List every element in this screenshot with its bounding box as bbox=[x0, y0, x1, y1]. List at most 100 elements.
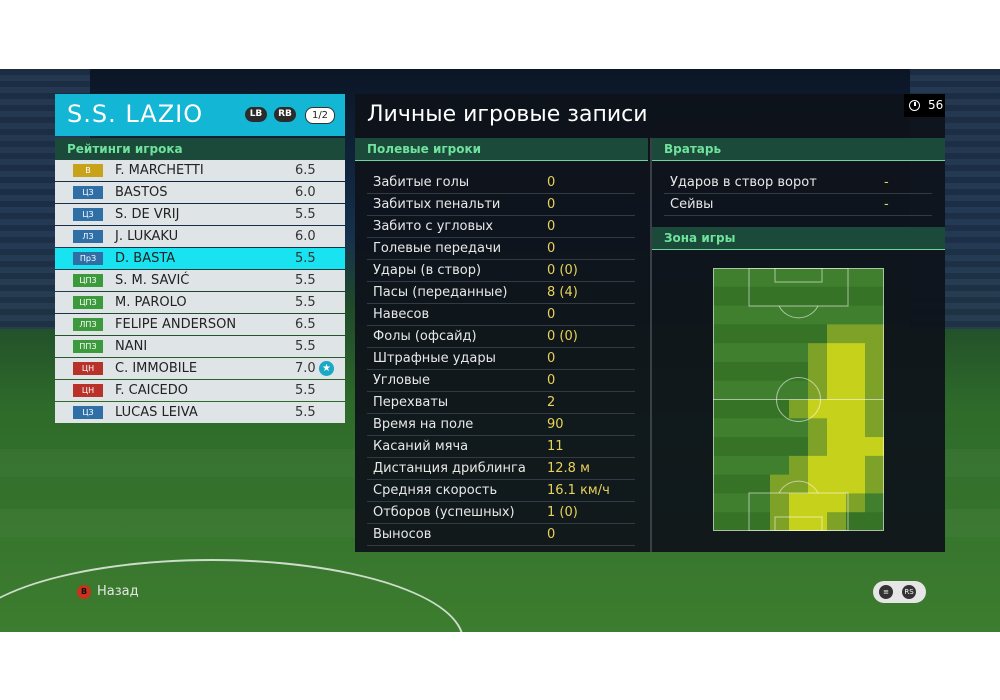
heatmap-cell bbox=[732, 286, 752, 307]
player-row[interactable]: ППЗ NANI 5.5 bbox=[55, 336, 345, 357]
stat-value: 0 bbox=[547, 527, 556, 542]
heatmap-cell bbox=[827, 305, 847, 325]
heatmap-cell bbox=[770, 361, 790, 382]
bottom-penalty-box bbox=[748, 492, 849, 531]
stat-label: Средняя скорость bbox=[373, 483, 498, 498]
position-badge: ЦЗ bbox=[73, 186, 103, 199]
stat-label: Касаний мяча bbox=[373, 439, 469, 454]
page-indicator: 1/2 bbox=[305, 107, 335, 124]
heatmap-cell bbox=[732, 418, 752, 438]
heatmap-cell bbox=[713, 361, 733, 382]
heatmap-cell bbox=[751, 268, 771, 288]
stat-value: 0 bbox=[547, 351, 556, 366]
stat-value: 16.1 км/ч bbox=[547, 483, 610, 498]
heatmap-cell bbox=[846, 493, 866, 513]
heatmap-cell bbox=[751, 324, 771, 344]
heatmap-cell bbox=[865, 455, 884, 476]
heatmap-cell bbox=[865, 512, 884, 531]
heatmap-cell bbox=[751, 418, 771, 438]
stat-value: 0 bbox=[547, 219, 556, 234]
heatmap-cell bbox=[789, 305, 809, 325]
stat-row: Забитые голы 0 bbox=[367, 172, 635, 194]
heatmap-cell bbox=[865, 361, 884, 382]
heatmap-cell bbox=[846, 512, 866, 531]
player-row[interactable]: ЦН F. CAICEDO 5.5 bbox=[55, 380, 345, 401]
heatmap-cell bbox=[865, 286, 884, 307]
heatmap-cell bbox=[827, 324, 847, 344]
player-row[interactable]: ЛЗ J. LUKAKU 6.0 bbox=[55, 226, 345, 247]
player-row[interactable]: ЦН C. IMMOBILE 7.0 ★ bbox=[55, 358, 345, 379]
player-row[interactable]: В F. MARCHETTI 6.5 bbox=[55, 160, 345, 181]
stat-row: Удары (в створ) 0 (0) bbox=[367, 260, 635, 282]
heatmap-cell bbox=[808, 380, 828, 400]
player-row[interactable]: ЦЗ LUCAS LEIVA 5.5 bbox=[55, 402, 345, 423]
player-name: F. CAICEDO bbox=[115, 383, 188, 398]
stat-value: - bbox=[884, 175, 889, 190]
stat-label: Ударов в створ ворот bbox=[670, 175, 817, 190]
stat-label: Забитые голы bbox=[373, 175, 470, 190]
heatmap-cell bbox=[789, 286, 809, 307]
heatmap-cell bbox=[789, 268, 809, 288]
chat-controls[interactable]: ≡ RS bbox=[873, 581, 926, 603]
heatmap-cell bbox=[808, 399, 828, 419]
heatmap-cell bbox=[789, 512, 809, 531]
heatmap-cell bbox=[713, 380, 733, 400]
player-row[interactable]: ЛПЗ FELIPE ANDERSON 6.5 bbox=[55, 314, 345, 335]
heatmap-cell bbox=[827, 512, 847, 531]
stat-row: Забито с угловых 0 bbox=[367, 216, 635, 238]
heatmap-cell bbox=[751, 437, 771, 457]
field-players-header: Полевые игроки bbox=[355, 138, 648, 161]
heatmap-cell bbox=[846, 268, 866, 288]
heatmap-cell bbox=[789, 455, 809, 476]
heatmap-cell bbox=[732, 455, 752, 476]
heatmap-cell bbox=[827, 286, 847, 307]
heatmap-cell bbox=[751, 361, 771, 382]
player-row[interactable]: ЦЗ BASTOS 6.0 bbox=[55, 182, 345, 203]
position-badge: ЦЗ bbox=[73, 406, 103, 419]
stat-value: 0 (0) bbox=[547, 263, 578, 278]
heatmap-cell bbox=[751, 512, 771, 531]
stat-value: 11 bbox=[547, 439, 564, 454]
heatmap-cell bbox=[846, 418, 866, 438]
heatmap-cell bbox=[846, 361, 866, 382]
heatmap-cell bbox=[865, 380, 884, 400]
player-row[interactable]: ЦПЗ S. M. SAVIĆ 5.5 bbox=[55, 270, 345, 291]
timer-value: 56 bbox=[928, 98, 944, 112]
field-players-title: Полевые игроки bbox=[367, 142, 482, 156]
heatmap-cell bbox=[808, 268, 828, 288]
heatmap-cell bbox=[770, 493, 790, 513]
play-zone-title: Зона игры bbox=[664, 231, 736, 245]
lb-button[interactable]: LB bbox=[245, 107, 267, 122]
heatmap-cell bbox=[770, 418, 790, 438]
heatmap-cell bbox=[713, 437, 733, 457]
player-name: C. IMMOBILE bbox=[115, 361, 198, 376]
player-row[interactable]: ЦЗ S. DE VRIJ 5.5 bbox=[55, 204, 345, 225]
stat-row: Фолы (офсайд) 0 (0) bbox=[367, 326, 635, 348]
stat-label: Удары (в створ) bbox=[373, 263, 482, 278]
heatmap-cell bbox=[732, 512, 752, 531]
stat-value: - bbox=[884, 197, 889, 212]
heatmap-cell bbox=[751, 493, 771, 513]
stat-value: 0 bbox=[547, 197, 556, 212]
stat-value: 0 bbox=[547, 373, 556, 388]
rb-button[interactable]: RB bbox=[274, 107, 296, 122]
player-row[interactable]: ПрЗ D. BASTA 5.5 bbox=[55, 248, 345, 269]
player-name: M. PAROLO bbox=[115, 295, 187, 310]
stat-value: 12.8 м bbox=[547, 461, 590, 476]
heatmap-cell bbox=[789, 474, 809, 494]
heatmap-cell bbox=[846, 305, 866, 325]
heatmap-cell bbox=[789, 380, 809, 400]
heatmap-cell bbox=[713, 399, 733, 419]
stat-value: 0 (0) bbox=[547, 329, 578, 344]
player-row[interactable]: ЦПЗ M. PAROLO 5.5 bbox=[55, 292, 345, 313]
stat-row: Перехваты 2 bbox=[367, 392, 635, 414]
heatmap-cell bbox=[789, 324, 809, 344]
player-rating: 5.5 bbox=[295, 383, 316, 398]
player-name: S. M. SAVIĆ bbox=[115, 273, 190, 288]
timer: 56 bbox=[904, 94, 945, 117]
stat-row: Угловые 0 bbox=[367, 370, 635, 392]
player-name: BASTOS bbox=[115, 185, 168, 200]
b-button-icon: B bbox=[77, 585, 91, 599]
position-badge: ЦЗ bbox=[73, 208, 103, 221]
player-rating: 5.5 bbox=[295, 207, 316, 222]
